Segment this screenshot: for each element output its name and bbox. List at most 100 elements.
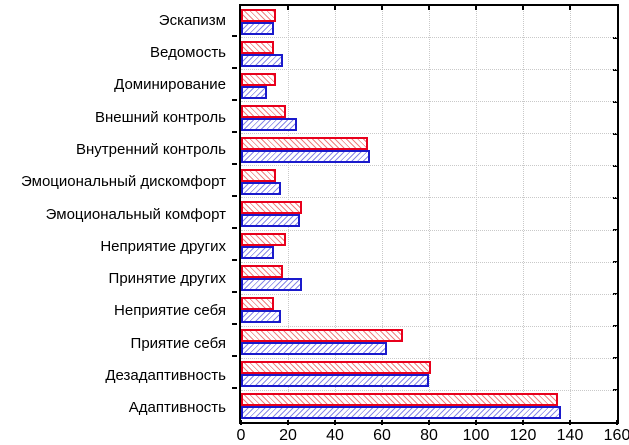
x-axis-top-tick: [287, 6, 289, 10]
category-label: Дезадаптивность: [105, 367, 226, 385]
y-axis-tick: [232, 99, 237, 101]
x-axis-tick-labels: 0 20 40 60 80 100 120 140 160: [237, 427, 629, 445]
red-bar-7: [241, 233, 286, 247]
category-label: Внешний контроль: [94, 108, 226, 126]
x-axis-tick: [381, 420, 383, 425]
blue-bar-11: [241, 374, 429, 388]
red-bar-9: [241, 297, 274, 311]
red-bar-11: [241, 361, 432, 375]
red-bar-2: [241, 72, 277, 86]
gridline-vertical: [476, 6, 477, 422]
category-label: Доминирование: [114, 76, 226, 94]
red-bar-5: [241, 168, 277, 182]
bar-group: [241, 38, 617, 71]
y-axis-tick: [232, 227, 237, 229]
bar-group: [241, 231, 617, 263]
y-axis-tick: [232, 131, 237, 133]
x-axis-tick-label: 120: [509, 427, 537, 444]
blue-bar-7: [241, 246, 274, 260]
y-axis-tick: [232, 259, 237, 261]
bar-group: [241, 198, 617, 231]
x-axis-tick: [334, 420, 336, 425]
y-axis-tick: [232, 195, 237, 197]
red-bar-0: [241, 8, 277, 22]
blue-bar-4: [241, 149, 371, 163]
gridline-vertical: [429, 6, 430, 422]
x-axis-top-tick: [381, 6, 383, 10]
gridline-vertical: [335, 6, 336, 422]
blue-bar-9: [241, 310, 281, 324]
blue-bar-0: [241, 21, 274, 35]
category-label: Адаптивность: [128, 399, 226, 417]
category-label: Эмоциональный дискомфорт: [21, 173, 226, 191]
x-axis-tick-label: 20: [279, 427, 297, 444]
bar-group: [241, 327, 617, 359]
y-axis-category-labels: Эскапизм Ведомость Доминирование Внешний ко…: [0, 4, 233, 424]
bar-group: [241, 70, 617, 103]
y-axis-tick: [232, 323, 237, 325]
red-bar-6: [241, 201, 303, 214]
y-axis-tick: [232, 35, 237, 37]
y-axis-tick: [232, 67, 237, 69]
y-axis-tick: [232, 387, 237, 389]
bar-group: [241, 102, 617, 135]
x-axis-tick: [616, 420, 618, 425]
x-axis-tick-label: 0: [236, 427, 246, 444]
x-axis-tick: [428, 420, 430, 425]
gridline-vertical: [570, 6, 571, 422]
x-axis-tick: [569, 420, 571, 425]
y-axis-tick: [232, 291, 237, 293]
red-bar-4: [241, 136, 368, 150]
bar-group: [241, 134, 617, 167]
x-axis-top-tick: [428, 6, 430, 10]
red-bar-10: [241, 329, 404, 343]
bar-group: [241, 6, 617, 39]
category-label: Эмоциональный комфорт: [45, 205, 226, 223]
blue-bar-2: [241, 85, 267, 99]
bar-group: [241, 359, 617, 391]
x-axis-tick: [287, 420, 289, 425]
category-label: Неприятие других: [100, 237, 226, 255]
x-axis-tick: [475, 420, 477, 425]
x-axis-tick-label: 60: [373, 427, 391, 444]
category-label: Внутренний контроль: [76, 140, 226, 158]
category-label: Неприятие себя: [114, 302, 226, 320]
gridline-vertical: [523, 6, 524, 422]
bar-group: [241, 166, 617, 199]
x-axis-tick-label: 160: [603, 427, 629, 444]
red-bar-3: [241, 104, 286, 118]
x-axis-tick-label: 80: [420, 427, 438, 444]
blue-bar-6: [241, 214, 300, 227]
x-axis-tick: [522, 420, 524, 425]
category-label: Ведомость: [150, 43, 226, 61]
blue-bar-1: [241, 53, 284, 67]
x-axis-tick: [240, 420, 242, 425]
x-axis-top-tick: [475, 6, 477, 10]
category-label: Эскапизм: [158, 11, 226, 29]
category-label: Принятие других: [108, 270, 226, 288]
bar-group: [241, 391, 617, 422]
y-axis-tick: [232, 163, 237, 165]
bar-groups: [241, 6, 617, 422]
blue-bar-12: [241, 406, 561, 420]
blue-bar-10: [241, 342, 387, 356]
red-bar-12: [241, 393, 559, 407]
gridline-vertical: [382, 6, 383, 422]
blue-bar-5: [241, 181, 281, 195]
x-axis-tick-label: 100: [462, 427, 490, 444]
bar-group: [241, 295, 617, 327]
red-bar-8: [241, 265, 284, 279]
category-label: Приятие себя: [130, 334, 226, 352]
blue-bar-3: [241, 117, 298, 131]
bar-group: [241, 263, 617, 295]
x-axis-top-tick: [569, 6, 571, 10]
plot-area: [239, 4, 619, 424]
x-axis-top-tick: [334, 6, 336, 10]
blue-bar-8: [241, 278, 303, 292]
y-axis-tick: [232, 355, 237, 357]
x-axis-top-tick: [522, 6, 524, 10]
x-axis-tick-label: 140: [556, 427, 584, 444]
x-axis-tick-label: 40: [326, 427, 344, 444]
red-bar-1: [241, 40, 274, 54]
